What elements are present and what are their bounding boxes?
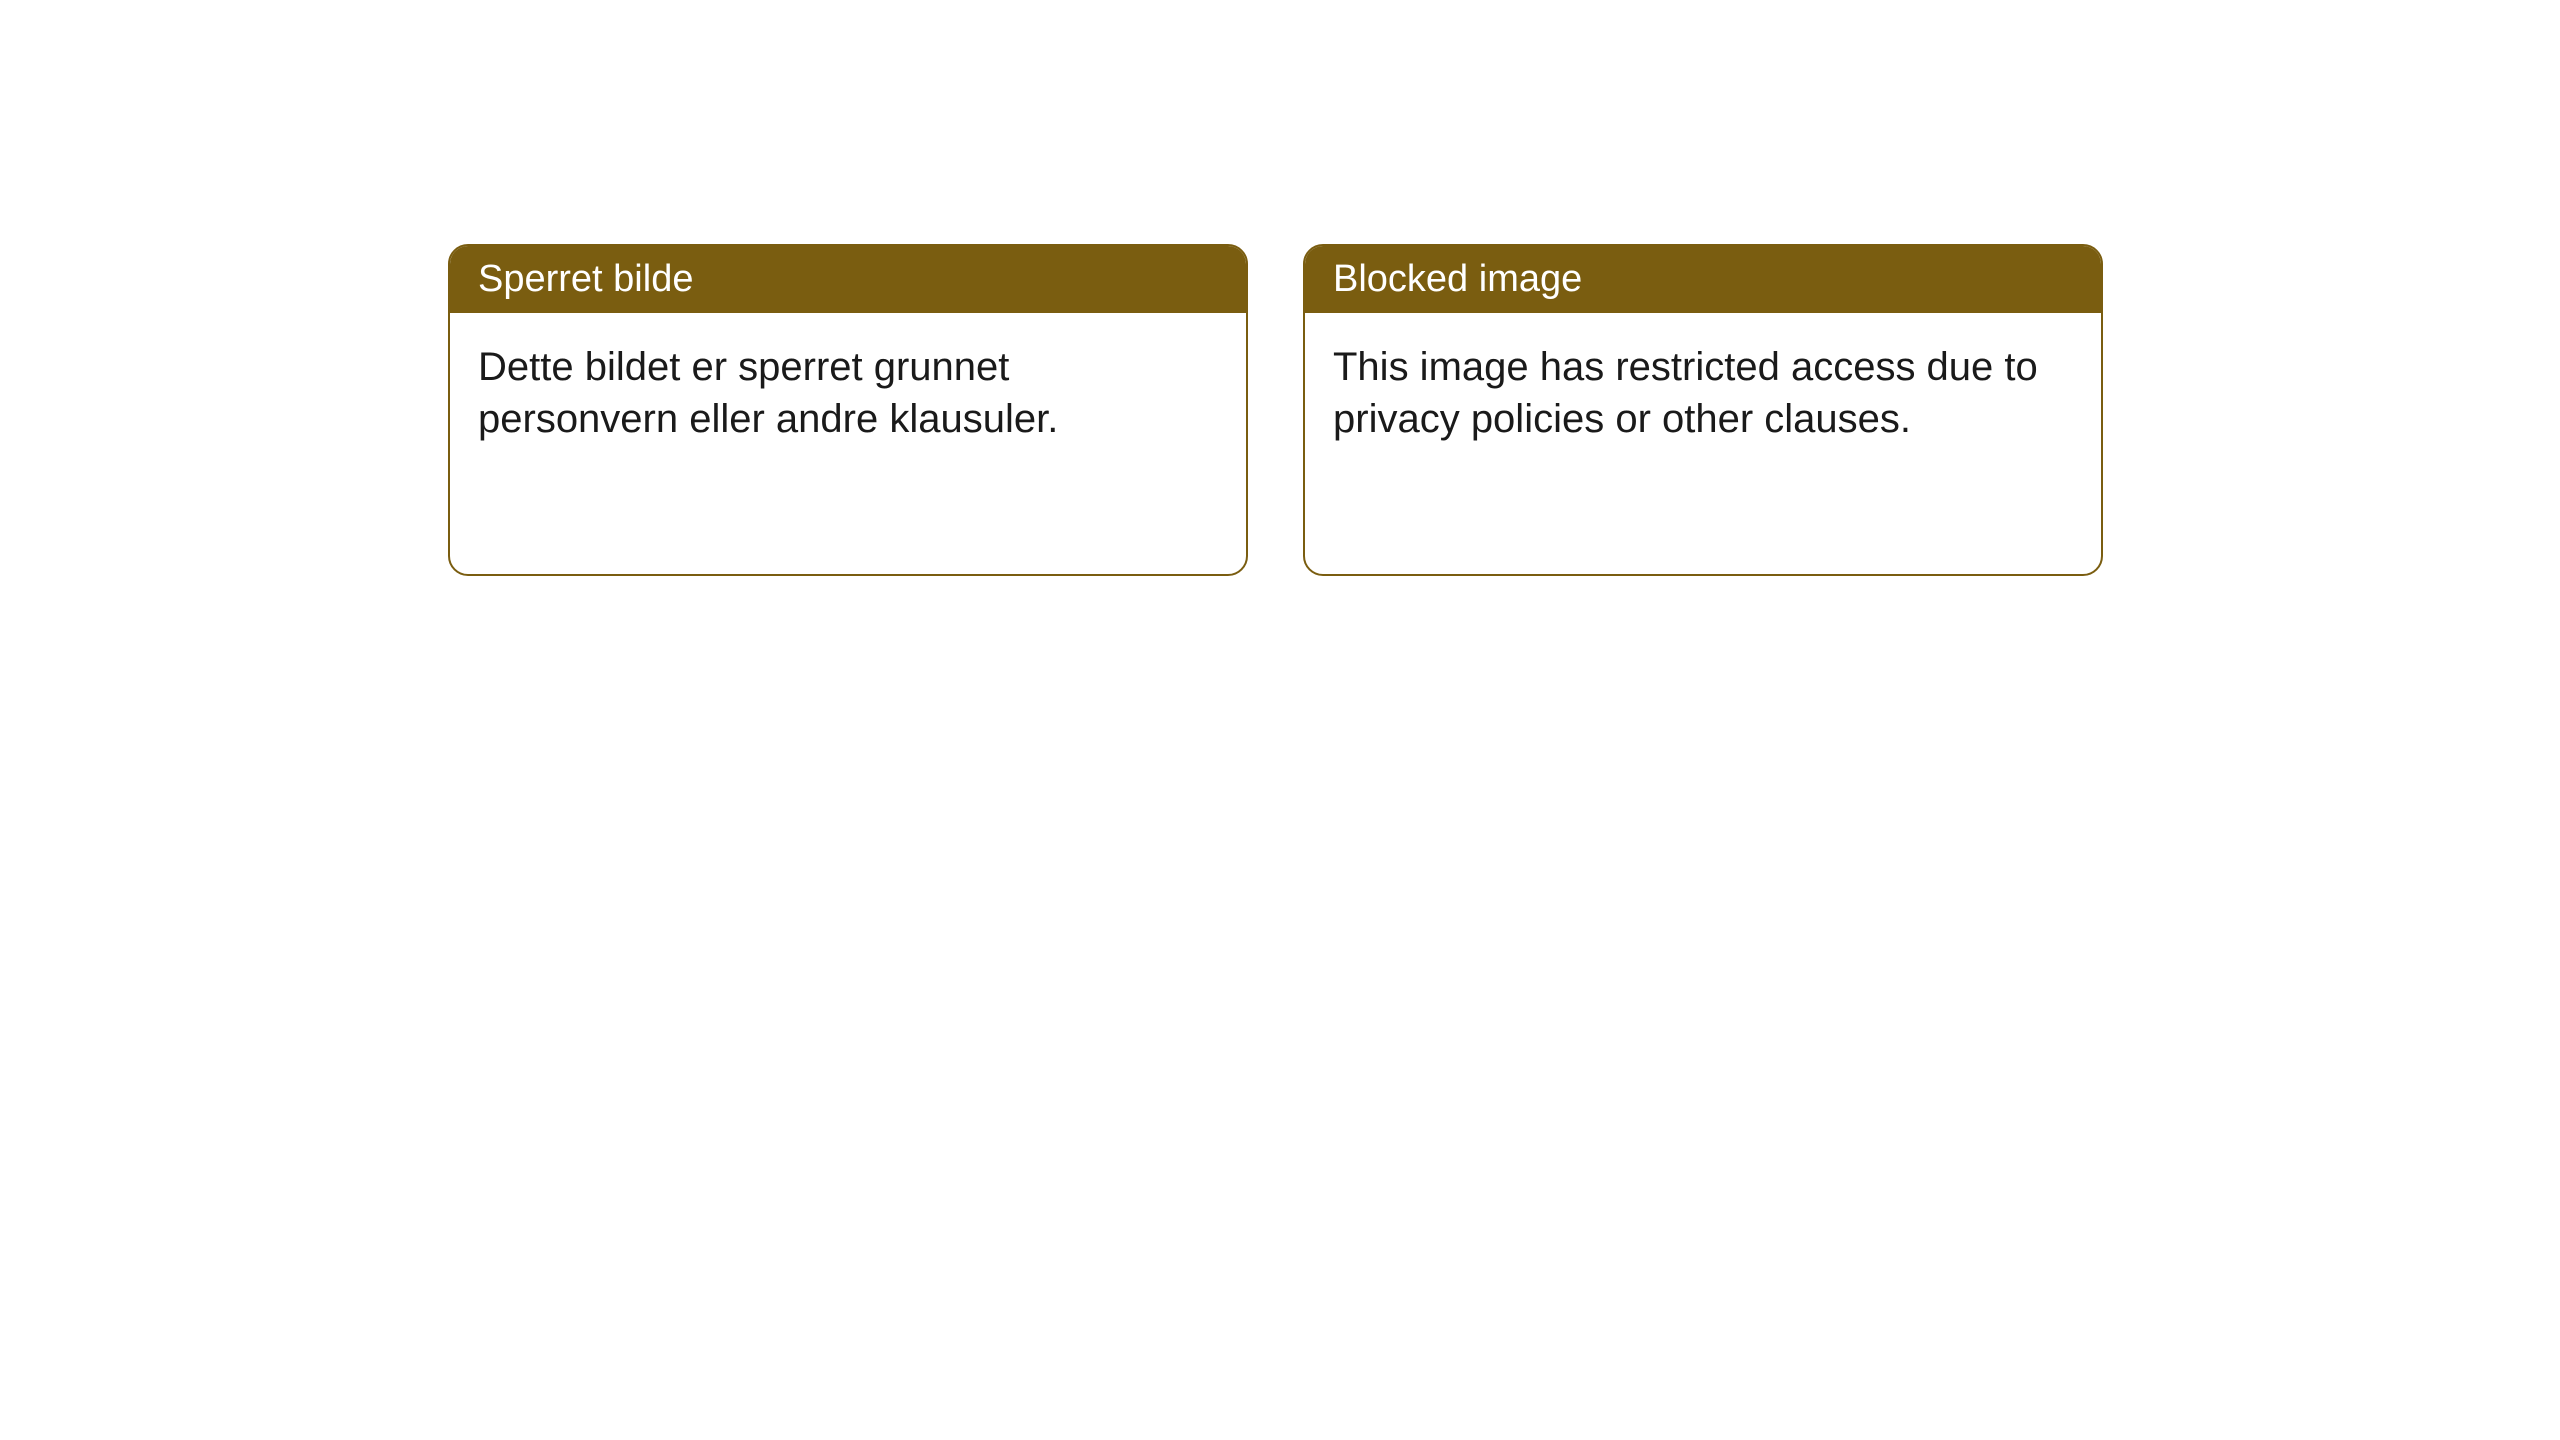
notice-body-no: Dette bildet er sperret grunnet personve… (450, 313, 1246, 473)
notice-card-en: Blocked image This image has restricted … (1303, 244, 2103, 576)
notice-text-en: This image has restricted access due to … (1333, 345, 2038, 441)
notice-container: Sperret bilde Dette bildet er sperret gr… (448, 244, 2103, 576)
notice-title-no: Sperret bilde (478, 258, 693, 300)
notice-card-no: Sperret bilde Dette bildet er sperret gr… (448, 244, 1248, 576)
notice-body-en: This image has restricted access due to … (1305, 313, 2101, 473)
notice-title-en: Blocked image (1333, 258, 1582, 300)
notice-header-en: Blocked image (1305, 246, 2101, 313)
notice-header-no: Sperret bilde (450, 246, 1246, 313)
notice-text-no: Dette bildet er sperret grunnet personve… (478, 345, 1058, 441)
